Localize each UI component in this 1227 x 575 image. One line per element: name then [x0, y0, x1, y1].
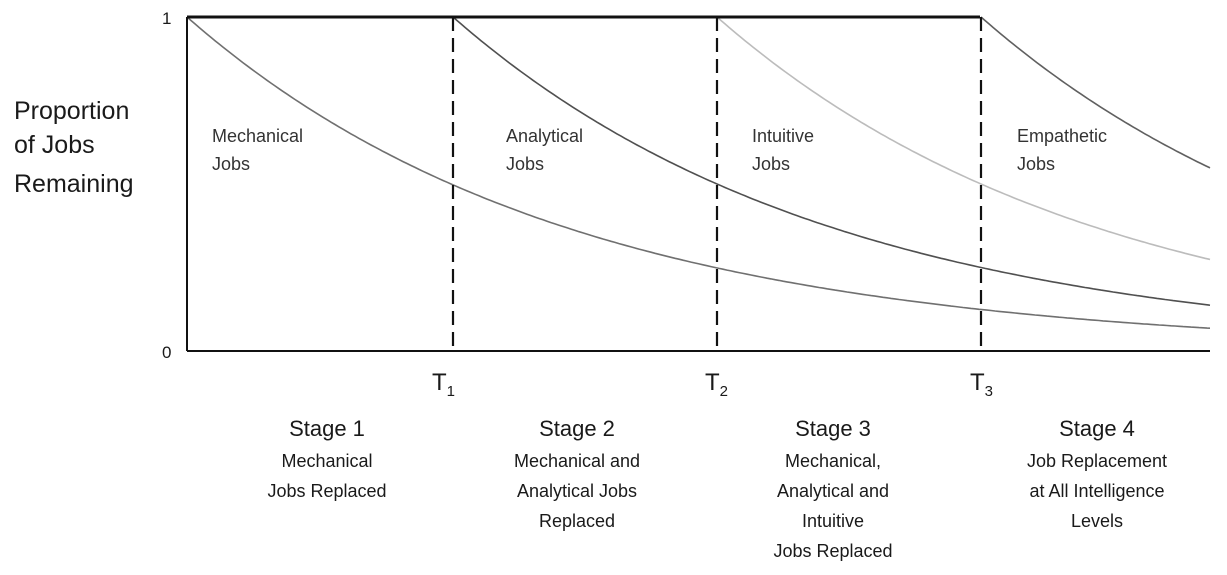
y-axis-label-line-3: Remaining — [14, 170, 134, 198]
curve-label-intuitive-line-1: Intuitive — [752, 126, 814, 146]
threshold-label-t3-sub: 3 — [985, 383, 993, 400]
stage-4-line-1: Job Replacement — [1027, 451, 1167, 471]
curve-label-empathetic-line-2: Jobs — [1017, 154, 1055, 174]
threshold-label-t1-sub: 1 — [447, 383, 455, 400]
stage-4-line-2: at All Intelligence — [1029, 481, 1164, 501]
stage-1-description: Stage 1 Mechanical Jobs Replaced — [267, 416, 386, 501]
threshold-label-t3-main: T — [970, 369, 985, 396]
threshold-label-t1-main: T — [432, 369, 447, 396]
curve-mechanical-jobs — [186, 16, 1211, 329]
curve-label-intuitive: Intuitive Jobs — [752, 126, 814, 174]
curve-analytical-jobs — [452, 16, 1211, 306]
stage-2-description: Stage 2 Mechanical and Analytical Jobs R… — [514, 416, 640, 531]
stage-3-title: Stage 3 — [795, 416, 871, 441]
stage-2-line-1: Mechanical and — [514, 451, 640, 471]
curve-label-mechanical-line-2: Jobs — [212, 154, 250, 174]
stage-4-line-3: Levels — [1071, 511, 1123, 531]
stage-3-line-1: Mechanical, — [785, 451, 881, 471]
stage-3-line-4: Jobs Replaced — [773, 541, 892, 561]
curve-label-analytical: Analytical Jobs — [506, 126, 583, 174]
stage-1-line-1: Mechanical — [281, 451, 372, 471]
curve-label-empathetic: Empathetic Jobs — [1017, 126, 1107, 174]
threshold-label-t3: T3 — [970, 369, 993, 400]
y-tick-bottom: 0 — [162, 343, 171, 362]
stage-1-line-2: Jobs Replaced — [267, 481, 386, 501]
y-axis-label-line-1: Proportion — [14, 97, 129, 125]
y-tick-top: 1 — [162, 9, 171, 28]
curve-label-mechanical-line-1: Mechanical — [212, 126, 303, 146]
curve-intuitive-jobs — [716, 16, 1211, 261]
curve-label-analytical-line-1: Analytical — [506, 126, 583, 146]
curve-label-mechanical: Mechanical Jobs — [212, 126, 303, 174]
y-axis-label-line-2: of Jobs — [14, 131, 95, 159]
stage-4-title: Stage 4 — [1059, 416, 1135, 441]
curve-label-empathetic-line-1: Empathetic — [1017, 126, 1107, 146]
threshold-label-t2-sub: 2 — [720, 383, 728, 400]
stage-3-line-3: Intuitive — [802, 511, 864, 531]
stage-3-description: Stage 3 Mechanical, Analytical and Intui… — [773, 416, 892, 561]
threshold-label-t2-main: T — [705, 369, 720, 396]
threshold-lines — [451, 17, 983, 352]
stage-3-line-2: Analytical and — [777, 481, 889, 501]
stage-4-description: Stage 4 Job Replacement at All Intellige… — [1027, 416, 1167, 531]
curve-label-analytical-line-2: Jobs — [506, 154, 544, 174]
decay-curves — [186, 16, 1211, 329]
stage-2-title: Stage 2 — [539, 416, 615, 441]
stage-1-title: Stage 1 — [289, 416, 365, 441]
stage-2-line-3: Replaced — [539, 511, 615, 531]
threshold-label-t1: T1 — [432, 369, 455, 400]
curve-label-intuitive-line-2: Jobs — [752, 154, 790, 174]
stage-2-line-2: Analytical Jobs — [517, 481, 637, 501]
curve-empathetic-jobs — [980, 16, 1211, 169]
y-axis-label: Proportion of Jobs Remaining — [14, 97, 134, 198]
threshold-label-t2: T2 — [705, 369, 728, 400]
